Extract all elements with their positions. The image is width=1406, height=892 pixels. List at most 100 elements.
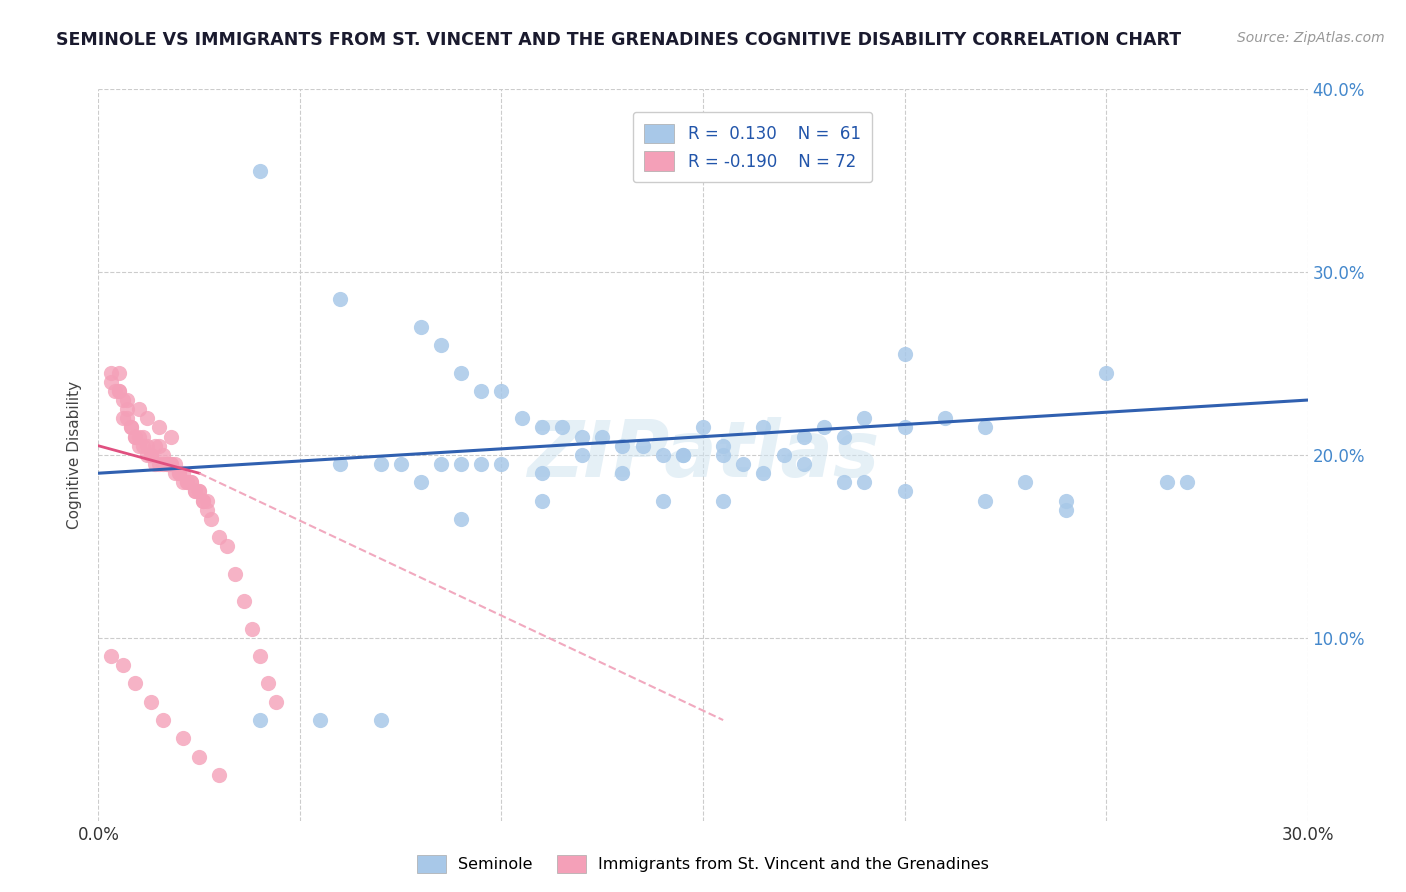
- Point: [111, 411, 134, 425]
- Point: [107, 384, 129, 398]
- Point: [100, 375, 122, 389]
- Point: [107, 366, 129, 380]
- Point: [103, 384, 125, 398]
- Point: [832, 475, 855, 490]
- Point: [132, 439, 155, 453]
- Point: [143, 457, 166, 471]
- Point: [530, 466, 553, 480]
- Point: [184, 484, 207, 499]
- Point: [195, 493, 218, 508]
- Point: [249, 649, 271, 664]
- Point: [152, 457, 174, 471]
- Point: [1054, 493, 1077, 508]
- Point: [135, 411, 157, 425]
- Point: [711, 493, 734, 508]
- Point: [120, 420, 142, 434]
- Point: [470, 384, 492, 398]
- Point: [111, 392, 134, 407]
- Text: ZIPatlas: ZIPatlas: [527, 417, 879, 493]
- Point: [530, 420, 553, 434]
- Point: [389, 457, 412, 471]
- Point: [156, 457, 179, 471]
- Point: [132, 430, 155, 444]
- Point: [470, 457, 492, 471]
- Point: [208, 768, 231, 782]
- Point: [167, 466, 190, 480]
- Point: [793, 430, 815, 444]
- Point: [752, 466, 775, 480]
- Point: [188, 749, 211, 764]
- Point: [631, 439, 654, 453]
- Point: [148, 420, 170, 434]
- Point: [152, 713, 174, 727]
- Point: [128, 430, 150, 444]
- Point: [672, 448, 695, 462]
- Text: Source: ZipAtlas.com: Source: ZipAtlas.com: [1237, 31, 1385, 45]
- Point: [135, 448, 157, 462]
- Point: [571, 430, 593, 444]
- Point: [711, 448, 734, 462]
- Point: [217, 539, 239, 553]
- Point: [530, 493, 553, 508]
- Point: [139, 448, 162, 462]
- Point: [264, 695, 287, 709]
- Point: [733, 457, 755, 471]
- Point: [853, 411, 876, 425]
- Point: [832, 430, 855, 444]
- Point: [100, 649, 122, 664]
- Point: [974, 420, 997, 434]
- Point: [893, 484, 915, 499]
- Point: [1054, 503, 1077, 517]
- Legend: R =  0.130    N =  61, R = -0.190    N = 72: R = 0.130 N = 61, R = -0.190 N = 72: [633, 112, 872, 182]
- Point: [160, 430, 183, 444]
- Point: [309, 713, 332, 727]
- Point: [491, 457, 513, 471]
- Point: [163, 466, 186, 480]
- Point: [160, 457, 183, 471]
- Point: [172, 475, 194, 490]
- Point: [893, 420, 915, 434]
- Point: [143, 439, 166, 453]
- Point: [115, 402, 138, 417]
- Point: [111, 658, 134, 673]
- Point: [974, 493, 997, 508]
- Point: [249, 164, 271, 178]
- Point: [200, 512, 222, 526]
- Point: [188, 484, 211, 499]
- Point: [571, 448, 593, 462]
- Point: [156, 457, 179, 471]
- Point: [172, 466, 194, 480]
- Point: [430, 457, 453, 471]
- Point: [256, 676, 278, 690]
- Point: [176, 475, 198, 490]
- Point: [853, 475, 876, 490]
- Point: [188, 484, 211, 499]
- Point: [120, 420, 142, 434]
- Point: [1175, 475, 1198, 490]
- Point: [135, 439, 157, 453]
- Point: [813, 420, 835, 434]
- Point: [124, 676, 146, 690]
- Point: [224, 566, 246, 581]
- Point: [591, 430, 613, 444]
- Point: [240, 622, 263, 636]
- Point: [711, 439, 734, 453]
- Point: [232, 594, 254, 608]
- Point: [128, 439, 150, 453]
- Point: [107, 384, 129, 398]
- Point: [167, 466, 190, 480]
- Point: [772, 448, 794, 462]
- Legend: Seminole, Immigrants from St. Vincent and the Grenadines: Seminole, Immigrants from St. Vincent an…: [411, 848, 995, 880]
- Point: [249, 713, 271, 727]
- Point: [651, 448, 673, 462]
- Point: [370, 713, 392, 727]
- Point: [139, 448, 162, 462]
- Point: [176, 475, 198, 490]
- Point: [195, 503, 218, 517]
- Point: [672, 448, 695, 462]
- Point: [793, 457, 815, 471]
- Point: [329, 457, 352, 471]
- Point: [510, 411, 533, 425]
- Point: [329, 293, 352, 307]
- Point: [430, 338, 453, 352]
